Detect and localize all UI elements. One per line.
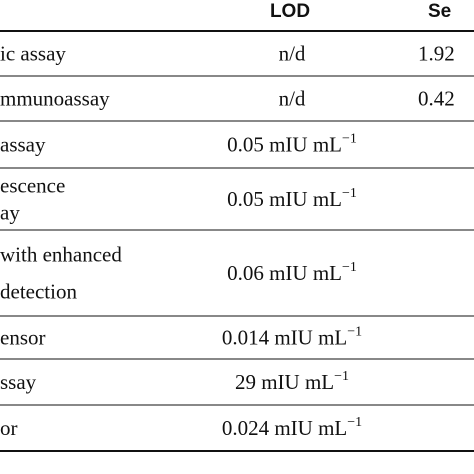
lod: 0.014 mIU mL−1 (222, 325, 362, 350)
method: ssay (0, 370, 37, 394)
lod-text: 0.014 mIU mL (222, 326, 347, 350)
lod: 0.024 mIU mL−1 (222, 415, 362, 440)
lod: n/d (279, 87, 306, 111)
lod-sup: −1 (347, 325, 362, 340)
lod-sup: −1 (334, 369, 349, 384)
sensitivity: 1.92 (418, 42, 455, 66)
lod: 0.06 mIU mL−1 (227, 260, 357, 285)
lod-text: n/d (279, 87, 306, 111)
lod-sup: −1 (342, 132, 357, 147)
lod-text: 0.05 mIU mL (227, 187, 342, 211)
lod: 0.05 mIU mL−1 (227, 132, 357, 157)
method: ic assay (0, 42, 66, 66)
lod-sup: −1 (347, 415, 362, 430)
lod-sup: −1 (342, 260, 357, 275)
method: ay (0, 200, 20, 224)
method: detection (0, 280, 77, 304)
header-lod: LOD (270, 1, 310, 22)
lod: n/d (279, 42, 306, 66)
header-sens: Se (428, 1, 451, 22)
lod-text: 0.024 mIU mL (222, 416, 347, 440)
method: with enhanced (0, 242, 122, 266)
sensitivity: 0.42 (418, 87, 455, 111)
lod: 0.05 mIU mL−1 (227, 186, 357, 211)
lod-text: n/d (279, 42, 306, 66)
lod-sup: −1 (342, 186, 357, 201)
method: assay (0, 133, 46, 157)
method: mmunoassay (0, 87, 110, 111)
lod-text: 0.05 mIU mL (227, 133, 342, 157)
lod-text: 0.06 mIU mL (227, 261, 342, 285)
method: escence (0, 174, 65, 198)
method: or (0, 416, 18, 440)
lod-text: 29 mIU mL (235, 370, 334, 394)
method: ensor (0, 326, 46, 350)
lod: 29 mIU mL−1 (235, 369, 349, 394)
